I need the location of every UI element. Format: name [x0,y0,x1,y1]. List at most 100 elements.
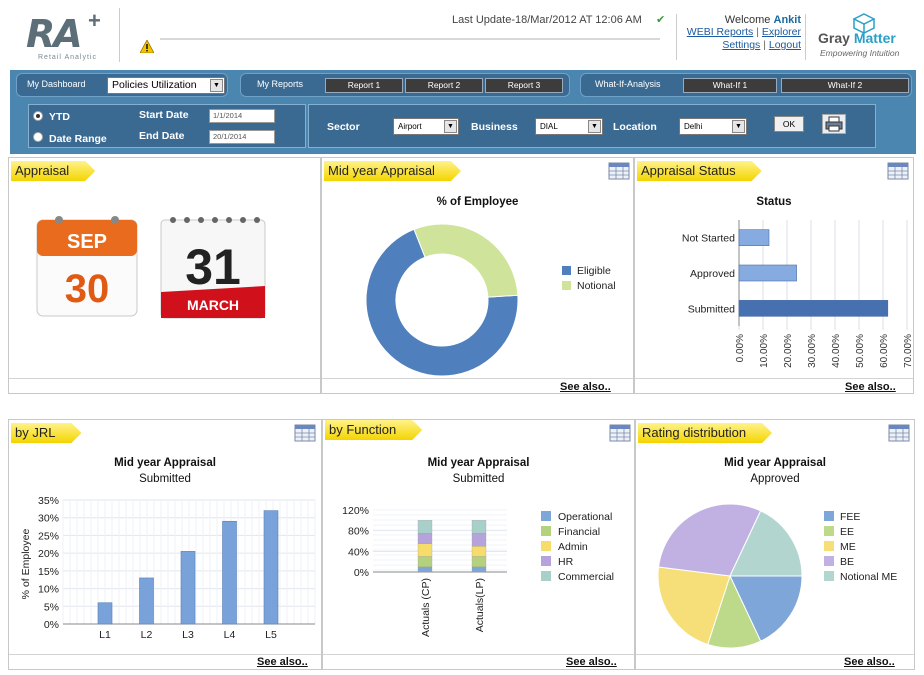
stacked-segment [417,543,433,557]
x-tick-label: 40.00% [831,334,842,368]
category-label: Approved [690,268,735,280]
legend-swatch [541,526,551,536]
appraisal-panel-title: Appraisal [11,161,95,181]
legend-swatch [541,511,551,521]
status-bar [738,264,797,282]
legend-label: Financial [558,526,600,538]
table-view-icon[interactable] [888,424,910,442]
ra-logo[interactable]: RA + Retail Analytic [10,8,120,62]
dashboard-select[interactable]: Policies Utilization ▼ [107,77,225,94]
see-also-link[interactable]: See also.. [844,656,895,668]
status-bar [738,229,770,246]
x-tick-label: Actuals (CP) [420,578,432,637]
chevron-down-icon: ▼ [588,120,601,133]
dashboard-select-value: Policies Utilization [112,79,197,91]
y-tick-label: 20% [38,548,59,560]
end-date-label: End Date [139,130,185,142]
sector-select[interactable]: Airport ▼ [393,118,459,135]
print-icon[interactable] [822,114,846,134]
welcome-prefix: Welcome [724,14,771,26]
status-bar [738,300,889,317]
logout-link[interactable]: Logout [768,39,801,51]
appraisal-panel: Appraisal SEP 30 31 MARCH [8,157,321,394]
location-select[interactable]: Delhi ▼ [679,118,747,135]
function-panel: by Function Mid year Appraisal Submitted… [322,419,635,670]
category-label: Submitted [688,303,735,315]
legend-label: HR [558,556,574,568]
explorer-link[interactable]: Explorer [761,26,801,38]
mid-year-panel-title: Mid year Appraisal [324,161,461,181]
mid-year-panel: Mid year Appraisal % of Employee Eligibl… [321,157,634,394]
pie-slice [729,510,803,577]
legend-swatch [541,541,551,551]
date-filter-box: YTD Date Range Start Date End Date 1/1/2… [28,104,306,148]
warning-icon[interactable] [140,40,154,53]
rating-chart-title: Mid year Appraisal [724,457,826,469]
rating-panel: Rating distribution Mid year Appraisal A… [635,419,915,670]
ra-logo-plus: + [88,8,101,33]
reports-label: My Reports [257,79,304,89]
legend-swatch [824,571,834,581]
x-tick-label: 10.00% [759,334,770,368]
webi-reports-link[interactable]: WEBI Reports [686,26,754,38]
chevron-down-icon: ▼ [444,120,457,133]
table-view-icon[interactable] [294,424,316,442]
donut-chart-title: % of Employee [436,196,519,208]
rating-chart-subtitle: Approved [750,473,800,485]
end-date-input[interactable]: 20/1/2014 [209,130,275,144]
report-3-button[interactable]: Report 3 [485,78,563,93]
whatif-group: What-If-Analysis What-If 1 What-If 2 [580,73,912,97]
jrl-chart-subtitle: Submitted [139,473,191,485]
status-panel-title: Appraisal Status [637,161,762,181]
date-range-radio[interactable] [33,132,43,142]
calendar-march-day: 31 [185,239,241,295]
header-links-row1: WEBI Reports | Explorer [677,26,801,39]
calendar-march-icon: 31 MARCH [160,217,266,319]
location-label: Location [613,121,657,133]
legend-swatch [562,281,571,290]
function-stacked-chart: 0% 40% 80% 120% Actuals (CP) Actuals(LP) Opera… [342,505,614,637]
y-tick-label: 30% [38,513,59,525]
reports-group: My Reports Report 1 Report 2 Report 3 [240,73,570,97]
see-also-link[interactable]: See also.. [560,381,611,393]
x-tick-label: L3 [182,629,194,641]
legend-label: Eligible [577,265,611,277]
settings-link[interactable]: Settings [722,39,761,51]
scope-filter-box: Sector Airport ▼ Business DIAL ▼ Locatio… [308,104,876,148]
table-view-icon[interactable] [609,424,631,442]
see-also-link[interactable]: See also.. [845,381,896,393]
legend-swatch [541,556,551,566]
function-panel-title: by Function [325,420,422,440]
legend-label: EE [840,526,854,538]
date-range-label: Date Range [49,133,107,145]
y-tick-label: 5% [44,601,59,613]
start-date-input[interactable]: 1/1/2014 [209,109,275,123]
ra-logo-text: RA [26,12,83,56]
stacked-segment [417,556,433,567]
dashboard-group: My Dashboard Policies Utilization ▼ [16,73,228,97]
x-tick-label: 20.00% [783,334,794,368]
business-select[interactable]: DIAL ▼ [535,118,603,135]
jrl-bar [180,551,196,625]
report-1-button[interactable]: Report 1 [325,78,403,93]
legend-label: Notional ME [840,571,897,583]
stacked-segment [471,533,487,547]
report-2-button[interactable]: Report 2 [405,78,483,93]
jrl-bar [139,577,154,625]
whatif-2-button[interactable]: What-If 2 [781,78,909,93]
ytd-radio[interactable] [33,111,43,121]
table-view-icon[interactable] [608,162,630,180]
whatif-1-button[interactable]: What-If 1 [683,78,777,93]
user-name: Ankit [773,14,802,26]
see-also-link[interactable]: See also.. [257,656,308,668]
ok-button[interactable]: OK [774,116,804,132]
category-label: Not Started [682,233,735,245]
status-chart-title: Status [756,196,792,208]
business-select-value: DIAL [540,122,558,131]
table-view-icon[interactable] [887,162,909,180]
see-also-link[interactable]: See also.. [566,656,617,668]
start-date-label: Start Date [139,109,189,121]
function-chart-subtitle: Submitted [452,473,505,485]
x-tick-label: 50.00% [855,334,866,368]
jrl-bar [222,520,237,625]
